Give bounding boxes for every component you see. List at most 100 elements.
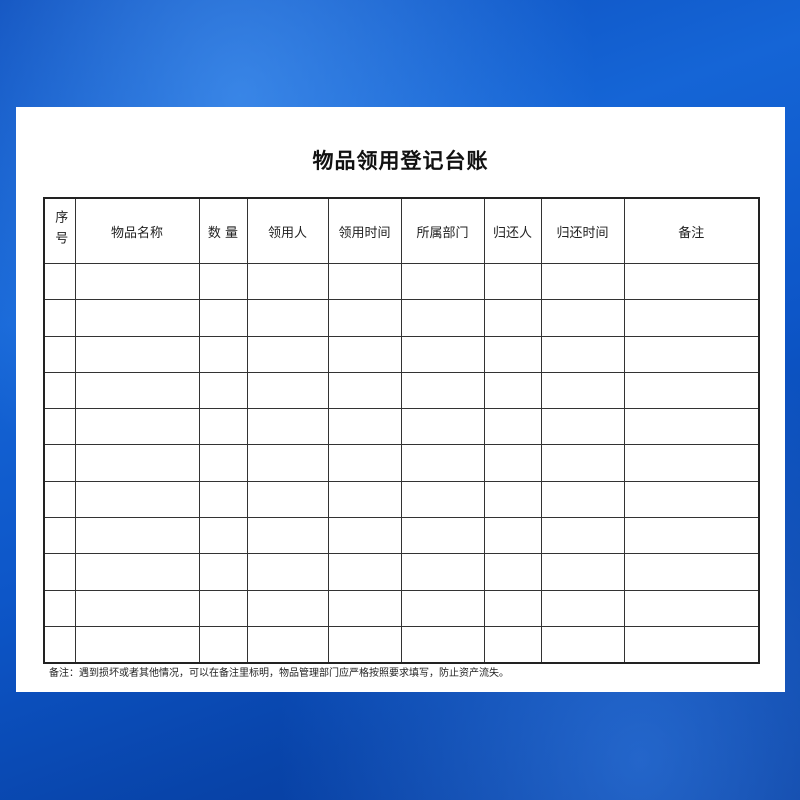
table-cell[interactable] bbox=[623, 444, 760, 482]
table-cell[interactable] bbox=[43, 262, 76, 301]
table-cell[interactable] bbox=[246, 625, 329, 664]
table-cell[interactable] bbox=[74, 480, 200, 519]
table-cell[interactable] bbox=[327, 480, 402, 519]
table-cell[interactable] bbox=[400, 480, 485, 519]
table-cell[interactable] bbox=[483, 625, 542, 664]
table-cell[interactable] bbox=[327, 553, 402, 591]
table-cell[interactable] bbox=[74, 335, 200, 373]
table-cell[interactable] bbox=[327, 408, 402, 446]
table-cell[interactable] bbox=[400, 299, 485, 337]
table-cell[interactable] bbox=[74, 262, 200, 301]
table-cell[interactable] bbox=[483, 408, 542, 446]
table-cell[interactable] bbox=[246, 408, 329, 446]
table-cell[interactable] bbox=[198, 517, 248, 555]
table-cell[interactable] bbox=[43, 299, 76, 337]
table-cell[interactable] bbox=[327, 444, 402, 482]
table-cell[interactable] bbox=[43, 480, 76, 519]
table-cell[interactable] bbox=[246, 299, 329, 337]
table-cell[interactable] bbox=[327, 262, 402, 301]
table-cell[interactable] bbox=[623, 553, 760, 591]
table-cell[interactable] bbox=[198, 589, 248, 627]
table-cell[interactable] bbox=[540, 553, 625, 591]
table-cell[interactable] bbox=[246, 553, 329, 591]
table-cell[interactable] bbox=[400, 589, 485, 627]
table-cell[interactable] bbox=[623, 480, 760, 519]
table-cell[interactable] bbox=[400, 625, 485, 664]
table-cell[interactable] bbox=[198, 335, 248, 373]
table-cell[interactable] bbox=[483, 299, 542, 337]
table-cell[interactable] bbox=[540, 480, 625, 519]
table-cell[interactable] bbox=[483, 480, 542, 519]
table-cell[interactable] bbox=[540, 444, 625, 482]
table-cell[interactable] bbox=[400, 553, 485, 591]
table-cell[interactable] bbox=[74, 589, 200, 627]
table-cell[interactable] bbox=[400, 444, 485, 482]
table-cell[interactable] bbox=[74, 299, 200, 337]
table-cell[interactable] bbox=[623, 299, 760, 337]
table-cell[interactable] bbox=[483, 517, 542, 555]
table-cell[interactable] bbox=[540, 335, 625, 373]
table-cell[interactable] bbox=[327, 589, 402, 627]
table-cell[interactable] bbox=[540, 299, 625, 337]
table-cell[interactable] bbox=[246, 480, 329, 519]
table-cell[interactable] bbox=[74, 408, 200, 446]
table-cell[interactable] bbox=[327, 335, 402, 373]
table-cell[interactable] bbox=[43, 517, 76, 555]
table-cell[interactable] bbox=[246, 335, 329, 373]
table-cell[interactable] bbox=[198, 371, 248, 410]
table-cell[interactable] bbox=[483, 589, 542, 627]
table-cell[interactable] bbox=[246, 517, 329, 555]
table-cell[interactable] bbox=[623, 589, 760, 627]
table-cell[interactable] bbox=[540, 408, 625, 446]
table-cell[interactable] bbox=[400, 335, 485, 373]
table-cell[interactable] bbox=[540, 517, 625, 555]
table-cell[interactable] bbox=[400, 517, 485, 555]
table-cell[interactable] bbox=[246, 371, 329, 410]
table-cell[interactable] bbox=[74, 625, 200, 664]
table-cell[interactable] bbox=[74, 553, 200, 591]
table-cell[interactable] bbox=[198, 262, 248, 301]
table-cell[interactable] bbox=[327, 299, 402, 337]
table-cell[interactable] bbox=[43, 371, 76, 410]
table-cell[interactable] bbox=[623, 408, 760, 446]
table-cell[interactable] bbox=[43, 444, 76, 482]
table-cell[interactable] bbox=[43, 589, 76, 627]
table-cell[interactable] bbox=[623, 517, 760, 555]
table-cell[interactable] bbox=[400, 408, 485, 446]
table-cell[interactable] bbox=[198, 299, 248, 337]
table-cell[interactable] bbox=[246, 262, 329, 301]
table-cell[interactable] bbox=[74, 444, 200, 482]
table-cell[interactable] bbox=[540, 589, 625, 627]
table-cell[interactable] bbox=[400, 371, 485, 410]
table-cell[interactable] bbox=[623, 371, 760, 410]
table-cell[interactable] bbox=[198, 625, 248, 664]
table-cell[interactable] bbox=[400, 262, 485, 301]
table-cell[interactable] bbox=[483, 553, 542, 591]
table-cell[interactable] bbox=[540, 262, 625, 301]
header-cell: 归还时间 bbox=[540, 197, 625, 264]
table-cell[interactable] bbox=[74, 371, 200, 410]
table-cell[interactable] bbox=[327, 625, 402, 664]
table-cell[interactable] bbox=[483, 335, 542, 373]
table-cell[interactable] bbox=[198, 480, 248, 519]
table-cell[interactable] bbox=[540, 625, 625, 664]
table-cell[interactable] bbox=[43, 335, 76, 373]
table-cell[interactable] bbox=[43, 553, 76, 591]
table-cell[interactable] bbox=[327, 517, 402, 555]
table-cell[interactable] bbox=[623, 335, 760, 373]
table-cell[interactable] bbox=[198, 444, 248, 482]
table-cell[interactable] bbox=[246, 589, 329, 627]
table-cell[interactable] bbox=[623, 262, 760, 301]
table-cell[interactable] bbox=[74, 517, 200, 555]
table-cell[interactable] bbox=[483, 262, 542, 301]
table-cell[interactable] bbox=[198, 408, 248, 446]
table-cell[interactable] bbox=[198, 553, 248, 591]
table-cell[interactable] bbox=[246, 444, 329, 482]
table-cell[interactable] bbox=[623, 625, 760, 664]
table-cell[interactable] bbox=[43, 625, 76, 664]
table-cell[interactable] bbox=[43, 408, 76, 446]
table-cell[interactable] bbox=[483, 371, 542, 410]
table-cell[interactable] bbox=[327, 371, 402, 410]
table-cell[interactable] bbox=[483, 444, 542, 482]
table-cell[interactable] bbox=[540, 371, 625, 410]
